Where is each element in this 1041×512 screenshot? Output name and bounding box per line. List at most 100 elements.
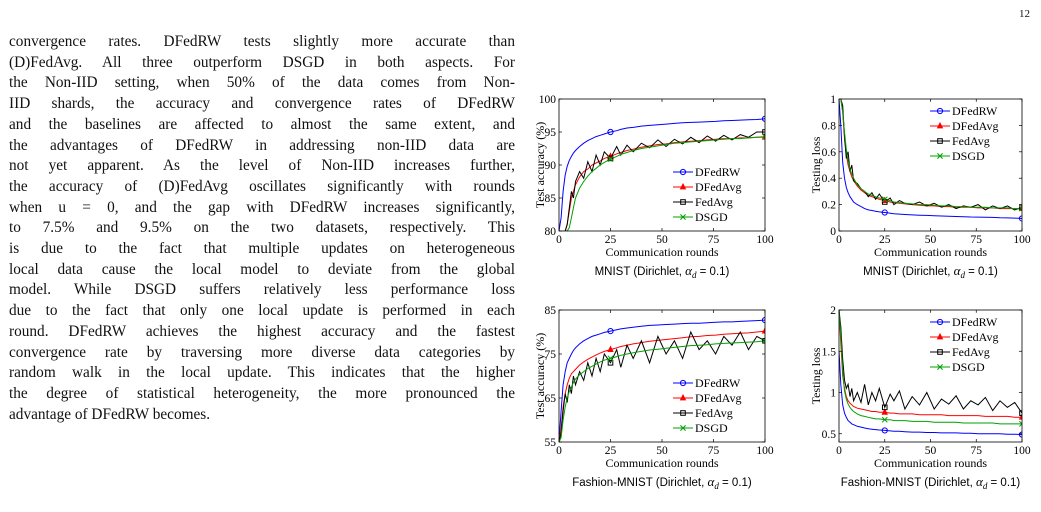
legend-marker xyxy=(680,410,686,416)
legend-marker xyxy=(680,199,686,205)
text-line: model. While DSGD suffers relatively les… xyxy=(9,281,515,299)
legend-item: DFedAvg xyxy=(930,330,998,344)
x-tick-label: 75 xyxy=(971,234,983,246)
legend-item: DSGD xyxy=(930,360,985,374)
legend-label: FedAvg xyxy=(695,406,733,420)
chart-caption: Fashion-MNIST (Dirichlet, αd = 0.1) xyxy=(572,474,752,491)
legend-label: FedAvg xyxy=(952,134,990,148)
data-point xyxy=(762,337,765,344)
y-tick-label: 1.5 xyxy=(822,346,837,358)
x-tick-label: 0 xyxy=(836,445,842,457)
series-line-fedavg xyxy=(559,131,765,231)
legend-marker xyxy=(679,379,687,387)
text-line: the Non-IID setting, when 50% of the dat… xyxy=(9,74,515,92)
legend-label: DSGD xyxy=(695,421,728,435)
y-tick-label: 0 xyxy=(830,226,836,238)
legend-item: DFedAvg xyxy=(673,391,741,405)
x-tick-label: 25 xyxy=(605,445,617,457)
data-point xyxy=(607,345,614,353)
legend-marker xyxy=(679,393,687,401)
x-tick-label: 75 xyxy=(708,445,720,457)
legend-marker xyxy=(679,168,687,176)
x-tick-label: 0 xyxy=(836,234,842,246)
data-point xyxy=(607,355,614,362)
plot-area xyxy=(839,99,1022,222)
legend-label: DFedRW xyxy=(952,104,998,118)
text-line: round. DFedRW achieves the highest accur… xyxy=(9,322,515,340)
legend-label: DFedAvg xyxy=(695,391,741,405)
series-line-dsgd xyxy=(839,310,1022,425)
legend-label: DSGD xyxy=(695,210,728,224)
y-tick-label: 95 xyxy=(545,127,557,139)
series-line-fedavg xyxy=(839,310,1022,414)
legend-marker xyxy=(937,153,943,159)
series-line-dfedavg xyxy=(559,136,765,231)
text-line: not yet apparent. As the level of Non-II… xyxy=(9,157,515,175)
legend-label: DFedAvg xyxy=(695,180,741,194)
y-tick-label: 1 xyxy=(830,388,836,400)
data-point xyxy=(762,133,765,140)
y-tick-label: 55 xyxy=(545,437,557,449)
x-tick-label: 50 xyxy=(925,445,937,457)
legend-label: FedAvg xyxy=(952,345,990,359)
x-tick-label: 25 xyxy=(879,445,891,457)
series-line-dsgd xyxy=(559,136,765,231)
x-tick-label: 75 xyxy=(708,234,720,246)
legend-marker xyxy=(680,214,686,220)
series-line-dfedrw xyxy=(839,99,1022,219)
chart-caption: MNIST (Dirichlet, αd = 0.1) xyxy=(863,263,998,280)
chart-panel-2: 0 25 50 75 100 0 0.2 0.4 0.6 0.8 1 Communication ro… xyxy=(809,94,1031,280)
series-line-dfedrw xyxy=(839,351,1022,436)
data-point xyxy=(881,209,888,216)
legend-item: DSGD xyxy=(673,210,728,224)
chart-caption: Fashion-MNIST (Dirichlet, αd = 0.1) xyxy=(841,474,1021,491)
results-figure: 0 25 50 75 100 80 85 90 95 100 Communication round… xyxy=(535,88,1040,512)
text-line: when u = 0, and the gap with DFedRW incr… xyxy=(9,198,515,216)
y-axis-label: Test accuracy (%) xyxy=(535,122,547,208)
text-line: IID shards, the accuracy and convergence… xyxy=(9,95,515,113)
legend-item: DFedRW xyxy=(930,104,998,118)
x-axis-label: Communication rounds xyxy=(874,456,987,470)
data-point xyxy=(607,360,614,366)
y-tick-label: 90 xyxy=(545,160,557,172)
legend-item: DFedRW xyxy=(673,376,741,390)
x-tick-label: 100 xyxy=(1013,234,1031,246)
text-line: random walk in the local update. This in… xyxy=(9,364,515,382)
x-tick-label: 100 xyxy=(756,445,774,457)
text-line: the advantages of DFedRW in addressing n… xyxy=(9,136,515,154)
legend-item: DFedAvg xyxy=(930,119,998,133)
text-line: convergence rates. DFedRW tests slightly… xyxy=(9,33,515,50)
x-tick-label: 50 xyxy=(925,234,937,246)
legend-label: DFedRW xyxy=(695,376,741,390)
legend-marker xyxy=(937,138,943,144)
legend-item: DFedRW xyxy=(673,165,741,179)
data-point xyxy=(607,156,614,163)
legend-item: DFedAvg xyxy=(673,180,741,194)
text-line: local data cause the local model to devi… xyxy=(9,260,515,278)
y-tick-label: 0.6 xyxy=(822,147,837,159)
legend-marker xyxy=(680,425,686,431)
y-tick-label: 0.2 xyxy=(822,200,837,212)
legend-marker xyxy=(936,121,944,129)
legend-marker xyxy=(936,332,944,340)
plot-area xyxy=(559,317,765,442)
series-line-fedavg xyxy=(839,99,1022,211)
body-text: convergence rates. DFedRW tests slightly… xyxy=(9,32,515,512)
chart-panel-3: 0 25 50 75 100 55 65 75 85 Communication rounds Te… xyxy=(535,305,774,491)
x-tick-label: 0 xyxy=(556,234,562,246)
series-line-dsgd xyxy=(559,340,765,442)
legend-item: DFedRW xyxy=(930,315,998,329)
y-tick-label: 80 xyxy=(545,226,557,238)
x-tick-label: 50 xyxy=(656,445,668,457)
legend-label: DSGD xyxy=(952,149,985,163)
legend-marker xyxy=(679,182,687,190)
legend-label: DSGD xyxy=(952,360,985,374)
page-number: 12 xyxy=(1019,8,1030,20)
text-line: is due to the fact that multiple updates… xyxy=(9,240,515,258)
x-axis-label: Communication rounds xyxy=(874,245,987,259)
data-point xyxy=(881,416,888,423)
y-axis-label: Test accuracy (%) xyxy=(535,333,547,419)
x-tick-label: 100 xyxy=(756,234,774,246)
